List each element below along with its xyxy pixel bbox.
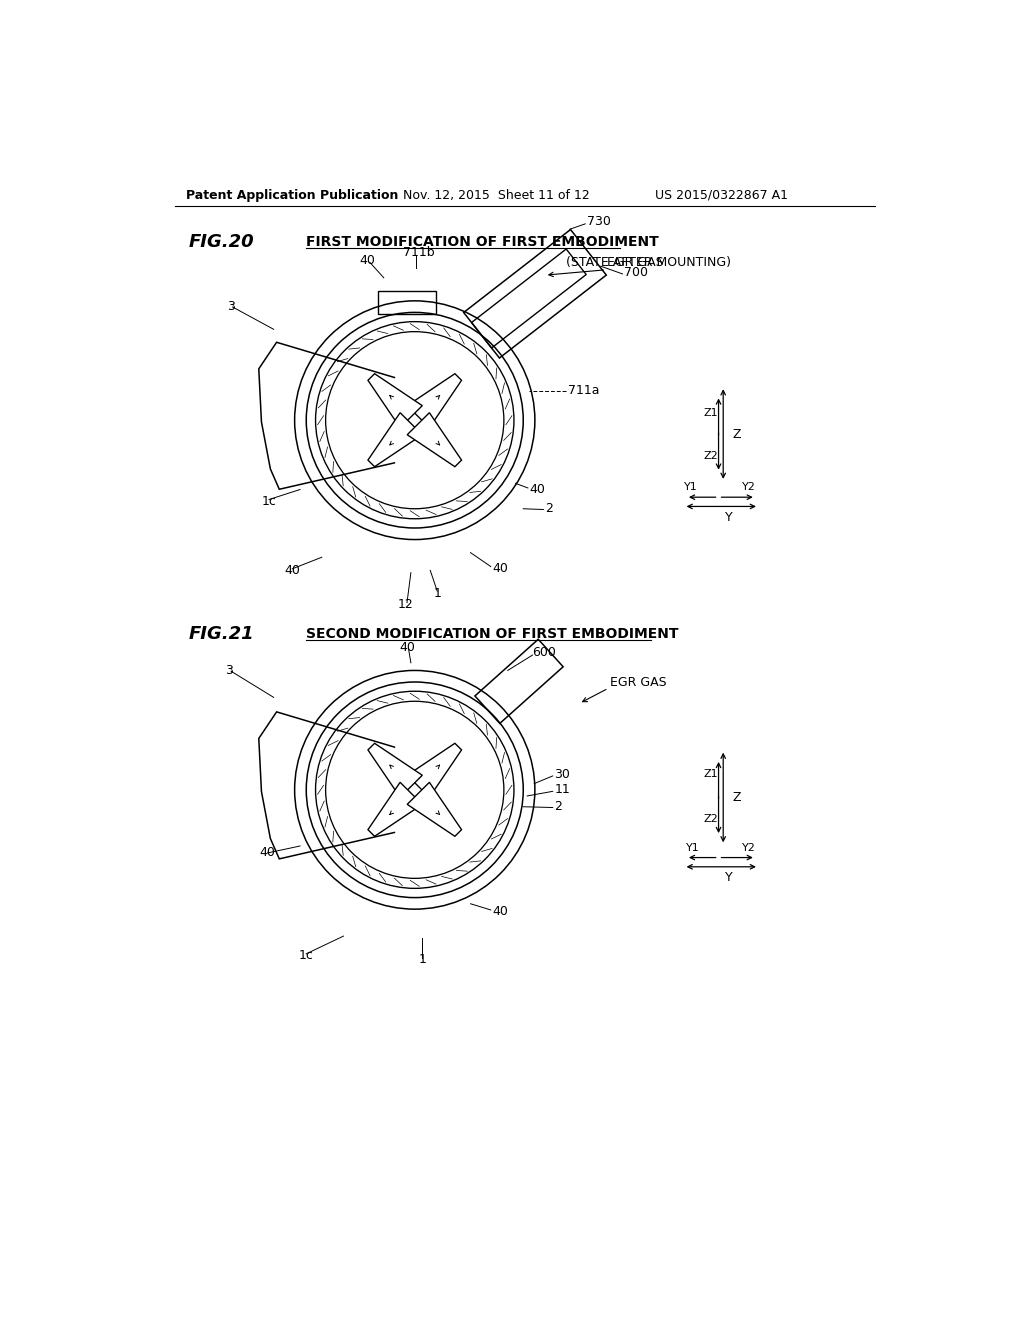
Text: (STATE AFTER MOUNTING): (STATE AFTER MOUNTING) bbox=[566, 256, 731, 269]
Text: EGR GAS: EGR GAS bbox=[610, 676, 667, 689]
Text: 1: 1 bbox=[419, 953, 427, 966]
Text: Z: Z bbox=[732, 791, 741, 804]
Text: 40: 40 bbox=[493, 906, 508, 917]
Text: Y: Y bbox=[725, 871, 732, 884]
Text: 600: 600 bbox=[532, 647, 556, 659]
Text: 1: 1 bbox=[434, 587, 442, 601]
Polygon shape bbox=[408, 413, 462, 467]
Text: Z1: Z1 bbox=[703, 408, 718, 417]
Polygon shape bbox=[408, 783, 462, 837]
Text: Z1: Z1 bbox=[703, 770, 718, 779]
Text: 40: 40 bbox=[399, 640, 415, 653]
Polygon shape bbox=[368, 783, 422, 837]
Text: 3: 3 bbox=[227, 300, 236, 313]
Text: 711a: 711a bbox=[568, 384, 600, 397]
Text: Y2: Y2 bbox=[741, 482, 756, 492]
Text: EGR GAS: EGR GAS bbox=[607, 256, 664, 268]
Text: Y: Y bbox=[725, 511, 732, 524]
Text: 40: 40 bbox=[260, 846, 275, 859]
Text: 2: 2 bbox=[554, 800, 562, 813]
Text: Nov. 12, 2015  Sheet 11 of 12: Nov. 12, 2015 Sheet 11 of 12 bbox=[403, 189, 590, 202]
Text: 12: 12 bbox=[397, 598, 414, 611]
Text: 11: 11 bbox=[554, 783, 570, 796]
Text: SECOND MODIFICATION OF FIRST EMBODIMENT: SECOND MODIFICATION OF FIRST EMBODIMENT bbox=[306, 627, 679, 642]
Text: Patent Application Publication: Patent Application Publication bbox=[186, 189, 398, 202]
Text: Y2: Y2 bbox=[741, 843, 756, 853]
Polygon shape bbox=[368, 413, 422, 467]
Text: 1c: 1c bbox=[299, 949, 313, 962]
Text: 700: 700 bbox=[624, 265, 648, 279]
Polygon shape bbox=[368, 374, 422, 428]
Text: FIG.21: FIG.21 bbox=[188, 626, 254, 643]
Text: Z2: Z2 bbox=[703, 814, 718, 824]
Polygon shape bbox=[408, 743, 462, 797]
Text: FIRST MODIFICATION OF FIRST EMBODIMENT: FIRST MODIFICATION OF FIRST EMBODIMENT bbox=[306, 235, 659, 248]
Text: 3: 3 bbox=[225, 664, 232, 677]
Text: 40: 40 bbox=[529, 483, 546, 496]
Text: 40: 40 bbox=[359, 253, 375, 267]
Text: 40: 40 bbox=[493, 561, 508, 574]
Text: 30: 30 bbox=[554, 768, 570, 781]
Text: Y1: Y1 bbox=[684, 482, 698, 492]
Text: Z: Z bbox=[732, 428, 741, 441]
Text: Z2: Z2 bbox=[703, 450, 718, 461]
Text: 1c: 1c bbox=[261, 495, 276, 508]
Text: FIG.20: FIG.20 bbox=[188, 232, 254, 251]
Text: 2: 2 bbox=[545, 502, 553, 515]
Text: Y1: Y1 bbox=[686, 843, 699, 853]
Polygon shape bbox=[368, 743, 422, 797]
Text: 711b: 711b bbox=[403, 246, 435, 259]
Text: 730: 730 bbox=[587, 215, 610, 228]
Text: 40: 40 bbox=[285, 564, 300, 577]
Text: US 2015/0322867 A1: US 2015/0322867 A1 bbox=[655, 189, 788, 202]
Polygon shape bbox=[408, 374, 462, 428]
